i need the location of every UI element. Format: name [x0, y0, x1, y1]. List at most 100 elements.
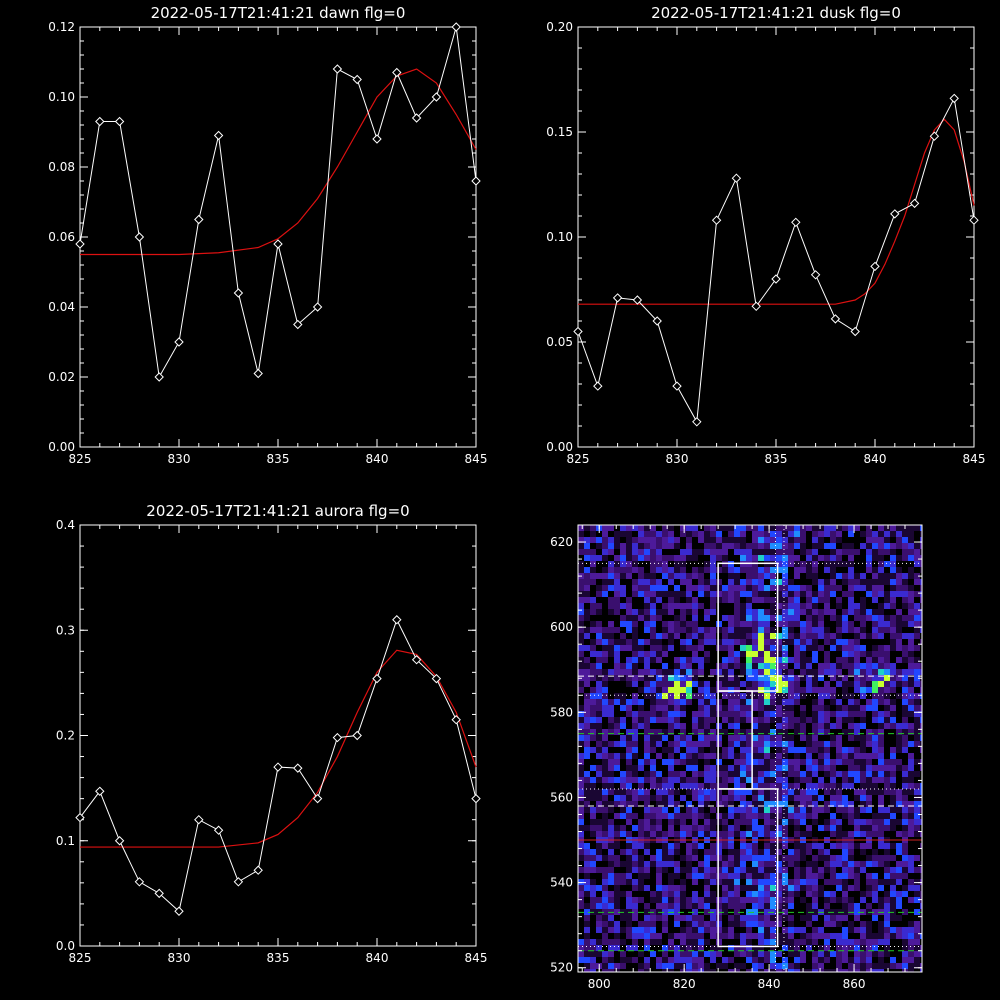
heatmap-cell [614, 705, 620, 711]
heatmap-cell [842, 963, 848, 969]
heatmap-cell [746, 525, 752, 531]
heatmap-cell [692, 915, 698, 921]
heatmap-cell [578, 711, 584, 717]
heatmap-cell [842, 729, 848, 735]
heatmap-cell [644, 807, 650, 813]
heatmap-cell [602, 921, 608, 927]
heatmap-cell [578, 657, 584, 663]
heatmap-cell [704, 723, 710, 729]
dusk-plot: 825 830 835 840 8450.000.050.100.150.202022-… [546, 4, 985, 466]
heatmap-cell [746, 549, 752, 555]
heatmap-cell [596, 813, 602, 819]
heatmap-cell [794, 663, 800, 669]
heatmap-cell [734, 591, 740, 597]
heatmap-cell [638, 957, 644, 963]
heatmap-cell [644, 579, 650, 585]
heatmap-cell [632, 891, 638, 897]
heatmap-cell [740, 951, 746, 957]
heatmap-cell [854, 957, 860, 963]
heatmap-cell [884, 699, 890, 705]
x-tick-label: 840 [366, 951, 389, 965]
heatmap-cell [602, 693, 608, 699]
heatmap-cell [818, 615, 824, 621]
heatmap-cell [872, 903, 878, 909]
heatmap-cell [824, 723, 830, 729]
heatmap-cell [770, 627, 776, 633]
heatmap-cell [734, 891, 740, 897]
heatmap-cell [812, 657, 818, 663]
heatmap-cell [878, 867, 884, 873]
heatmap-cell [680, 891, 686, 897]
heatmap-cell [638, 561, 644, 567]
heatmap-cell [710, 717, 716, 723]
heatmap-cell [698, 585, 704, 591]
heatmap-cell [752, 759, 758, 765]
heatmap-cell [698, 759, 704, 765]
heatmap-cell [668, 549, 674, 555]
x-tick-label: 845 [465, 452, 488, 466]
heatmap-cell [626, 861, 632, 867]
data-point-marker [791, 217, 801, 228]
heatmap-cell [902, 951, 908, 957]
heatmap-cell [644, 885, 650, 891]
heatmap-cell [812, 771, 818, 777]
heatmap-cell [734, 819, 740, 825]
heatmap-cell [884, 891, 890, 897]
heatmap-cell [818, 567, 824, 573]
heatmap-cell [794, 651, 800, 657]
heatmap-cell [590, 579, 596, 585]
heatmap-cell [752, 525, 758, 531]
heatmap-cell [806, 969, 812, 972]
heatmap-cell [896, 663, 902, 669]
heatmap-cell [722, 573, 728, 579]
heatmap-cell [662, 921, 668, 927]
heatmap-cell [608, 861, 614, 867]
heatmap-cell [578, 729, 584, 735]
heatmap-cell [896, 693, 902, 699]
heatmap-cell [920, 765, 922, 771]
heatmap-cell [692, 903, 698, 909]
heatmap-cell [602, 903, 608, 909]
heatmap-cell [800, 603, 806, 609]
heatmap-cell [836, 675, 842, 681]
heatmap-cell [842, 909, 848, 915]
heatmap-cell [896, 669, 902, 675]
heatmap-cell [896, 795, 902, 801]
heatmap-cell [680, 855, 686, 861]
heatmap-cell [656, 729, 662, 735]
heatmap-cell [770, 555, 776, 561]
heatmap-cell [626, 729, 632, 735]
heatmap-cell [896, 729, 902, 735]
heatmap-cell [704, 543, 710, 549]
heatmap-cell [836, 687, 842, 693]
heatmap-cell [848, 621, 854, 627]
heatmap-cell [920, 927, 922, 933]
axes-0: 825 830 835 840 8450.000.020.040.060.080.100… [48, 4, 487, 466]
heatmap-cell [914, 909, 920, 915]
heatmap-cell [770, 687, 776, 693]
heatmap-cell [818, 939, 824, 945]
heatmap-cell [812, 567, 818, 573]
chart-title: 2022-05-17T21:41:21 dusk flg=0 [651, 4, 901, 22]
heatmap-cell [620, 747, 626, 753]
heatmap-cell [638, 633, 644, 639]
heatmap-cell [770, 537, 776, 543]
heatmap-cell [806, 735, 812, 741]
heatmap-cell [680, 903, 686, 909]
heatmap-cell [698, 657, 704, 663]
heatmap-cell [800, 585, 806, 591]
heatmap-cell [662, 621, 668, 627]
heatmap-cell [764, 741, 770, 747]
heatmap-cell [842, 543, 848, 549]
axes-1: 825 830 835 840 8450.000.050.100.150.202022-… [546, 4, 985, 466]
heatmap-cell [578, 801, 584, 807]
heatmap-cell [650, 711, 656, 717]
heatmap-cell [638, 921, 644, 927]
heatmap-cell [578, 765, 584, 771]
heatmap-cell [602, 645, 608, 651]
heatmap-cell [896, 561, 902, 567]
heatmap-cell [908, 567, 914, 573]
heatmap-cell [752, 741, 758, 747]
heatmap-cell [668, 891, 674, 897]
heatmap-cell [662, 765, 668, 771]
